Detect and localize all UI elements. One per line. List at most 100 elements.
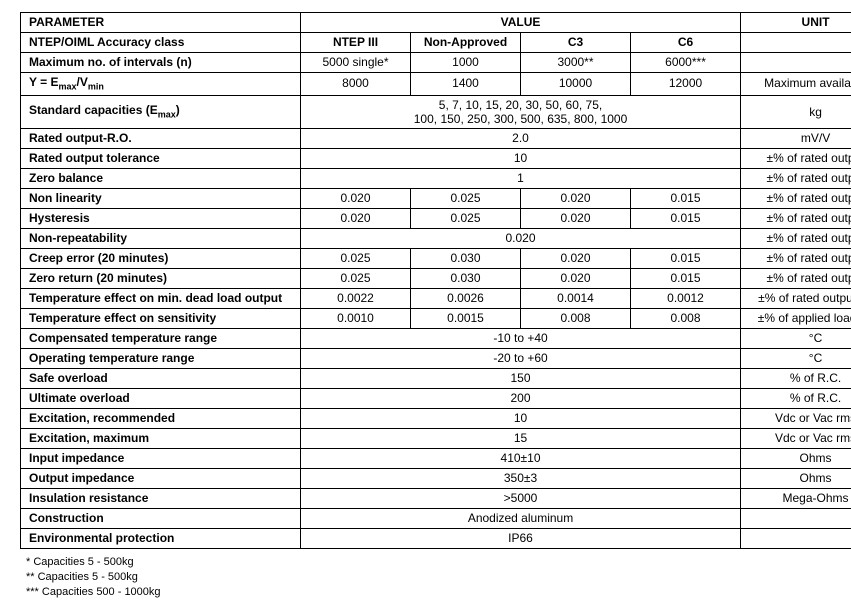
unit-cell: ±% of rated output <box>741 149 851 169</box>
cell: 0.025 <box>411 189 521 209</box>
unit-cell: % of R.C. <box>741 369 851 389</box>
param: Rated output-R.O. <box>21 129 301 149</box>
cell: 0.020 <box>301 209 411 229</box>
cell: 0.015 <box>631 249 741 269</box>
unit-cell: % of R.C. <box>741 389 851 409</box>
spec-table: PARAMETER VALUE UNIT NTEP/OIML Accuracy … <box>20 12 851 549</box>
row-non-linearity: Non linearity 0.020 0.025 0.020 0.015 ±%… <box>21 189 851 209</box>
cell: 3000** <box>521 53 631 73</box>
cell: 1000 <box>411 53 521 73</box>
cell: 0.020 <box>301 189 411 209</box>
row-max-intervals: Maximum no. of intervals (n) 5000 single… <box>21 53 851 73</box>
cell: 0.008 <box>631 309 741 329</box>
cell: IP66 <box>301 529 741 549</box>
row-rated-output-tol: Rated output tolerance 10 ±% of rated ou… <box>21 149 851 169</box>
cell: 0.015 <box>631 269 741 289</box>
col-ntep3: NTEP III <box>301 33 411 53</box>
cell: 0.025 <box>301 249 411 269</box>
cell: 1400 <box>411 73 521 96</box>
row-y-emax-vmin: Y = Emax/Vmin 8000 1400 10000 12000 Maxi… <box>21 73 851 96</box>
cell: Anodized aluminum <box>301 509 741 529</box>
row-insulation: Insulation resistance >5000 Mega-Ohms <box>21 489 851 509</box>
cell: 10000 <box>521 73 631 96</box>
row-zero-return: Zero return (20 minutes) 0.025 0.030 0.0… <box>21 269 851 289</box>
col-c6: C6 <box>631 33 741 53</box>
unit-cell: Vdc or Vac rms <box>741 429 851 449</box>
cell: 0.025 <box>411 209 521 229</box>
cell: 0.030 <box>411 249 521 269</box>
param: Output impedance <box>21 469 301 489</box>
row-input-imp: Input impedance 410±10 Ohms <box>21 449 851 469</box>
row-output-imp: Output impedance 350±3 Ohms <box>21 469 851 489</box>
row-op-temp: Operating temperature range -20 to +60 °… <box>21 349 851 369</box>
unit-cell: Maximum available <box>741 73 851 96</box>
cell: 0.030 <box>411 269 521 289</box>
param: Non-repeatability <box>21 229 301 249</box>
param: Construction <box>21 509 301 529</box>
cell: 350±3 <box>301 469 741 489</box>
param: Hysteresis <box>21 209 301 229</box>
row-temp-sens: Temperature effect on sensitivity 0.0010… <box>21 309 851 329</box>
param: Temperature effect on sensitivity <box>21 309 301 329</box>
cell: 10 <box>301 149 741 169</box>
param: Zero return (20 minutes) <box>21 269 301 289</box>
cell: 6000*** <box>631 53 741 73</box>
cell: 10 <box>301 409 741 429</box>
unit-cell: °C <box>741 329 851 349</box>
param: Safe overload <box>21 369 301 389</box>
unit-cell: ±% of applied load/°C <box>741 309 851 329</box>
cell: 5000 single* <box>301 53 411 73</box>
footnote-2: ** Capacities 5 - 500kg <box>26 570 831 585</box>
row-safe-overload: Safe overload 150 % of R.C. <box>21 369 851 389</box>
unit-cell: °C <box>741 349 851 369</box>
cell: -20 to +60 <box>301 349 741 369</box>
row-accuracy-class: NTEP/OIML Accuracy class NTEP III Non-Ap… <box>21 33 851 53</box>
param: Temperature effect on min. dead load out… <box>21 289 301 309</box>
cell: 0.020 <box>521 189 631 209</box>
header-parameter: PARAMETER <box>21 13 301 33</box>
cell: >5000 <box>301 489 741 509</box>
row-exc-max: Excitation, maximum 15 Vdc or Vac rms <box>21 429 851 449</box>
row-std-cap: Standard capacities (Emax) 5, 7, 10, 15,… <box>21 95 851 129</box>
cell: 0.020 <box>521 209 631 229</box>
cell: 150 <box>301 369 741 389</box>
unit-cell: Ohms <box>741 469 851 489</box>
row-non-repeat: Non-repeatability 0.020 ±% of rated outp… <box>21 229 851 249</box>
unit-cell: Mega-Ohms <box>741 489 851 509</box>
unit-cell: ±% of rated output <box>741 229 851 249</box>
unit-cell: ±% of rated output <box>741 169 851 189</box>
cell: 12000 <box>631 73 741 96</box>
std-cap-line2: 100, 150, 250, 300, 500, 635, 800, 1000 <box>414 112 628 126</box>
param: Compensated temperature range <box>21 329 301 349</box>
param-accuracy-class: NTEP/OIML Accuracy class <box>21 33 301 53</box>
footnotes: * Capacities 5 - 500kg ** Capacities 5 -… <box>20 555 831 600</box>
unit-cell <box>741 509 851 529</box>
cell: 0.0022 <box>301 289 411 309</box>
cell: 0.025 <box>301 269 411 289</box>
cell: 0.020 <box>301 229 741 249</box>
param: Environmental protection <box>21 529 301 549</box>
row-comp-temp: Compensated temperature range -10 to +40… <box>21 329 851 349</box>
cell: 0.008 <box>521 309 631 329</box>
header-value: VALUE <box>301 13 741 33</box>
unit-cell: ±% of rated output <box>741 209 851 229</box>
unit-cell: Ohms <box>741 449 851 469</box>
header-unit: UNIT <box>741 13 851 33</box>
cell: 15 <box>301 429 741 449</box>
std-cap-values: 5, 7, 10, 15, 20, 30, 50, 60, 75, 100, 1… <box>301 95 741 129</box>
cell: 8000 <box>301 73 411 96</box>
std-cap-line1: 5, 7, 10, 15, 20, 30, 50, 60, 75, <box>439 98 602 112</box>
cell: 0.0010 <box>301 309 411 329</box>
unit-cell: mV/V <box>741 129 851 149</box>
param: Non linearity <box>21 189 301 209</box>
param-max-intervals: Maximum no. of intervals (n) <box>21 53 301 73</box>
row-creep-error: Creep error (20 minutes) 0.025 0.030 0.0… <box>21 249 851 269</box>
row-hysteresis: Hysteresis 0.020 0.025 0.020 0.015 ±% of… <box>21 209 851 229</box>
row-ultimate-overload: Ultimate overload 200 % of R.C. <box>21 389 851 409</box>
param: Excitation, recommended <box>21 409 301 429</box>
cell: 0.0014 <box>521 289 631 309</box>
footnote-1: * Capacities 5 - 500kg <box>26 555 831 570</box>
cell: 0.0012 <box>631 289 741 309</box>
param: Ultimate overload <box>21 389 301 409</box>
col-c3: C3 <box>521 33 631 53</box>
